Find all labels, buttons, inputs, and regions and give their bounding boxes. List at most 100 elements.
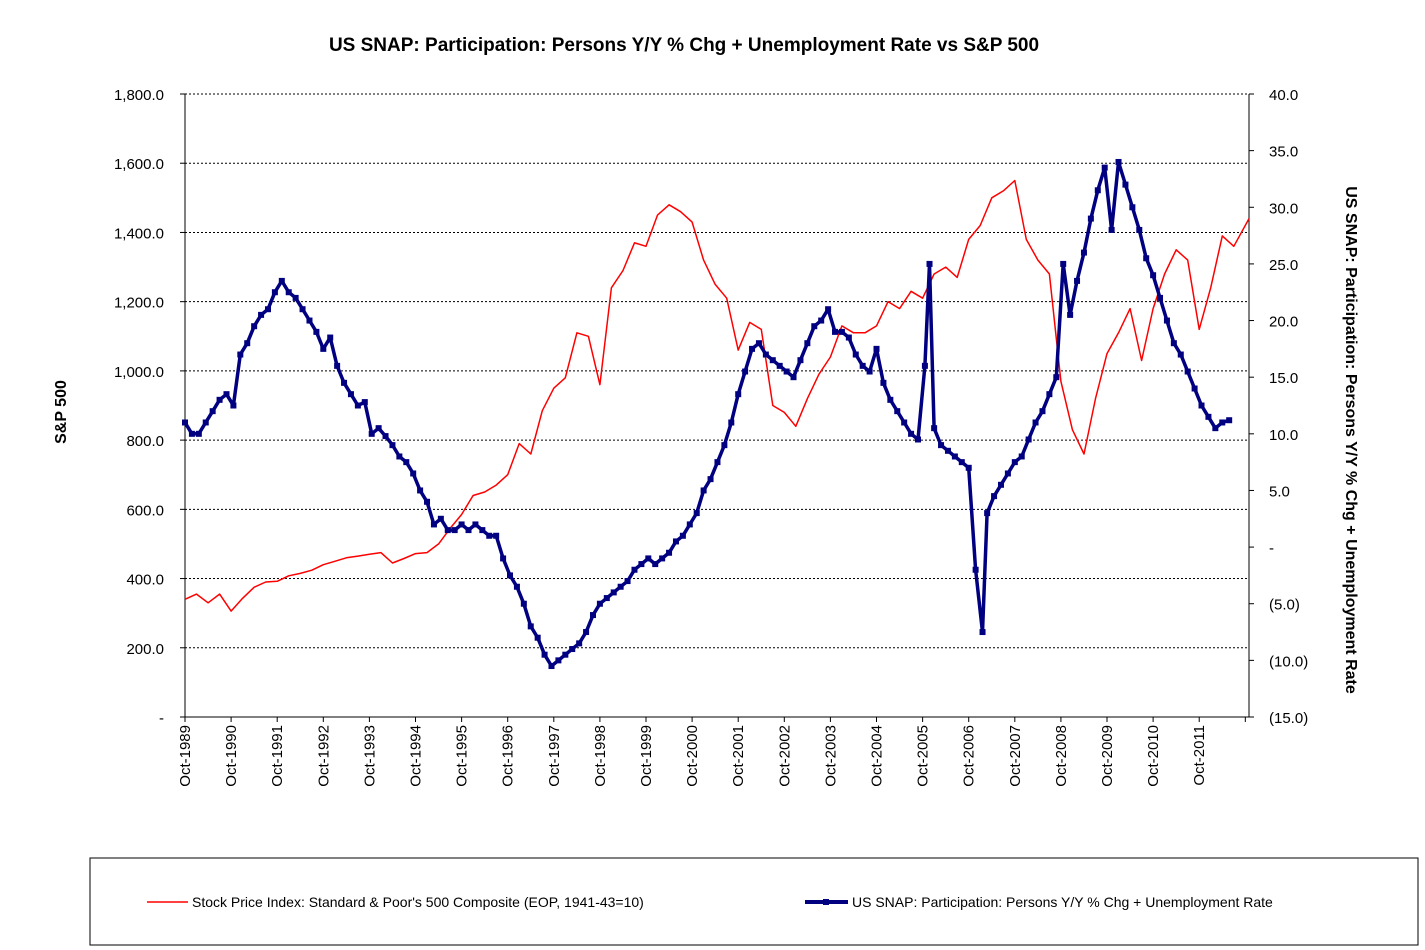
snap-point bbox=[1219, 419, 1226, 426]
snap-point bbox=[997, 481, 1004, 488]
left-tick-label: 800.0 bbox=[126, 433, 164, 450]
snap-point bbox=[845, 334, 852, 341]
x-tick-label: Oct-1998 bbox=[592, 725, 609, 787]
snap-point bbox=[979, 629, 986, 636]
right-tick-label: 25.0 bbox=[1269, 257, 1298, 274]
snap-point bbox=[1011, 459, 1018, 466]
snap-point bbox=[1074, 277, 1081, 284]
snap-point bbox=[931, 425, 938, 432]
right-tick-label: 5.0 bbox=[1269, 483, 1290, 500]
snap-point bbox=[1136, 226, 1143, 233]
snap-point bbox=[728, 419, 735, 426]
snap-point bbox=[444, 527, 451, 534]
snap-point bbox=[251, 323, 258, 330]
snap-point bbox=[1004, 470, 1011, 477]
x-tick-label: Oct-2002 bbox=[776, 725, 793, 787]
snap-point bbox=[707, 476, 714, 483]
snap-point bbox=[866, 368, 873, 375]
snap-point bbox=[292, 294, 299, 301]
snap-point bbox=[527, 623, 534, 630]
snap-point bbox=[278, 277, 285, 284]
snap-point bbox=[1170, 340, 1177, 347]
snap-point bbox=[1226, 417, 1233, 424]
x-tick-label: Oct-1995 bbox=[454, 725, 471, 787]
x-tick-label: Oct-1996 bbox=[500, 725, 517, 787]
snap-point bbox=[354, 402, 361, 409]
snap-point bbox=[652, 561, 659, 568]
snap-point bbox=[486, 532, 493, 539]
snap-point bbox=[852, 351, 859, 358]
snap-point bbox=[188, 430, 195, 437]
right-tick-label: - bbox=[1269, 540, 1274, 557]
left-axis-ticks: - 200.0 400.0 600.0 800.0 1,000.0 1,200.0 1,400… bbox=[114, 87, 185, 727]
snap-point bbox=[264, 306, 271, 313]
snap-point bbox=[589, 612, 596, 619]
right-tick-label: 20.0 bbox=[1269, 314, 1298, 331]
snap-point bbox=[790, 374, 797, 381]
snap-point bbox=[451, 527, 458, 534]
snap-point bbox=[1143, 255, 1150, 262]
snap-point bbox=[458, 521, 465, 528]
snap-point bbox=[1053, 374, 1060, 381]
snap-point bbox=[624, 578, 631, 585]
snap-point bbox=[576, 640, 583, 647]
x-axis-ticks: Oct-1989 Oct-1990 Oct-1991 Oct-1992 Oct-1993… bbox=[177, 717, 1246, 787]
snap-point bbox=[500, 555, 507, 562]
x-tick-label: Oct-2005 bbox=[915, 725, 932, 787]
snap-point bbox=[520, 600, 527, 607]
snap-point bbox=[914, 436, 921, 443]
snap-point bbox=[230, 402, 237, 409]
snap-point bbox=[327, 334, 334, 341]
left-tick-label: 400.0 bbox=[126, 572, 164, 589]
chart-title: US SNAP: Participation: Persons Y/Y % Ch… bbox=[329, 35, 1039, 56]
snap-point bbox=[382, 433, 389, 440]
snap-point bbox=[672, 538, 679, 545]
snap-point bbox=[686, 521, 693, 528]
snap-point bbox=[631, 566, 638, 573]
snap-point bbox=[944, 447, 951, 454]
snap-point bbox=[223, 391, 230, 398]
snap-point bbox=[299, 306, 306, 313]
right-tick-label: (10.0) bbox=[1269, 653, 1308, 670]
snap-point bbox=[921, 362, 928, 369]
x-tick-label: Oct-2001 bbox=[730, 725, 747, 787]
snap-point bbox=[403, 459, 410, 466]
snap-point bbox=[583, 629, 590, 636]
left-tick-label: 1,800.0 bbox=[114, 87, 164, 104]
snap-point bbox=[776, 362, 783, 369]
snap-point bbox=[306, 317, 313, 324]
snap-point bbox=[762, 351, 769, 358]
x-tick-label: Oct-1991 bbox=[269, 725, 286, 787]
snap-point bbox=[1129, 204, 1136, 211]
left-tick-label: 600.0 bbox=[126, 502, 164, 519]
left-tick-label: 1,400.0 bbox=[114, 225, 164, 242]
x-tick-label: Oct-2010 bbox=[1145, 725, 1162, 787]
snap-point bbox=[465, 527, 472, 534]
snap-point bbox=[237, 351, 244, 358]
x-tick-label: Oct-2009 bbox=[1099, 725, 1116, 787]
snap-point bbox=[679, 532, 686, 539]
snap-point bbox=[984, 510, 991, 517]
snap-point bbox=[417, 487, 424, 494]
snap-point bbox=[361, 399, 368, 406]
snap-point bbox=[285, 289, 292, 296]
left-axis-title: S&P 500 bbox=[53, 380, 70, 444]
snap-point bbox=[507, 572, 514, 579]
snap-point bbox=[1094, 187, 1101, 194]
x-tick-label: Oct-1993 bbox=[361, 725, 378, 787]
snap-point bbox=[534, 634, 541, 641]
snap-point bbox=[320, 345, 327, 352]
x-tick-label: Oct-1999 bbox=[638, 725, 655, 787]
left-tick-label: 1,600.0 bbox=[114, 156, 164, 173]
snap-point bbox=[1184, 368, 1191, 375]
snap-point bbox=[396, 453, 403, 460]
snap-point bbox=[410, 470, 417, 477]
right-tick-label: (15.0) bbox=[1269, 710, 1308, 727]
snap-point bbox=[783, 368, 790, 375]
snap-point bbox=[901, 419, 908, 426]
snap-point bbox=[479, 527, 486, 534]
snap-point bbox=[555, 657, 562, 664]
legend-marker-snap bbox=[823, 899, 829, 905]
snap-point bbox=[797, 357, 804, 364]
